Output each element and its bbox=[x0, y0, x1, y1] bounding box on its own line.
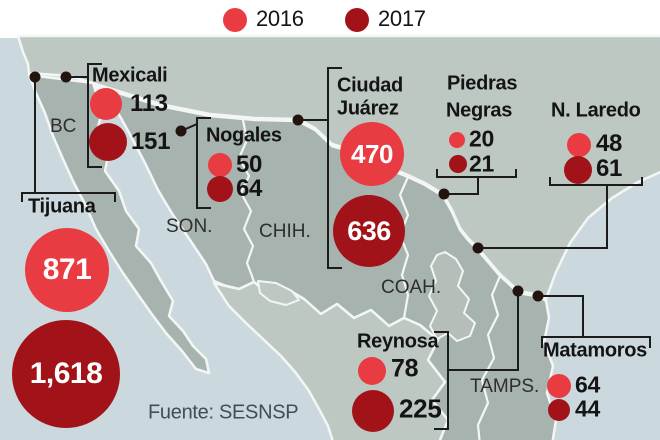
state-label-chih: CHIH. bbox=[259, 221, 311, 242]
tijuana-label: Tijuana bbox=[28, 195, 96, 218]
mexicali-label: Mexicali bbox=[92, 64, 168, 87]
reynosa-2016-value: 78 bbox=[391, 354, 419, 383]
nogales-2017-circle bbox=[207, 176, 233, 202]
nuevo-laredo-2017-value: 61 bbox=[596, 155, 623, 182]
nuevo-laredo-leader bbox=[481, 185, 608, 249]
mexicali-2017-circle bbox=[89, 123, 127, 161]
juarez-dot bbox=[292, 114, 304, 126]
state-label-son: SON. bbox=[166, 216, 213, 237]
nogales-2016-value: 50 bbox=[236, 151, 263, 178]
reynosa-leader bbox=[448, 294, 519, 371]
piedras-negras-leader bbox=[447, 177, 479, 195]
mexicali-2016-circle bbox=[90, 88, 122, 120]
nuevo-laredo-label: N. Laredo bbox=[551, 99, 641, 122]
city-dots bbox=[29, 71, 544, 302]
mexicali-dot bbox=[60, 71, 72, 83]
state-label-coah: COAH. bbox=[381, 277, 442, 298]
piedras-negras-label-line2: Negras bbox=[446, 99, 513, 122]
matamoros-bracket bbox=[541, 336, 651, 348]
nogales-2016-circle bbox=[208, 153, 232, 177]
state-border-lines bbox=[237, 119, 502, 440]
legend-2017-swatch bbox=[345, 8, 369, 32]
reynosa-2017-circle bbox=[352, 390, 394, 432]
nuevo-laredo-2016-circle bbox=[567, 133, 591, 157]
tijuana-bracket bbox=[21, 192, 116, 202]
state-label-bc: BC bbox=[50, 116, 77, 137]
legend-2016-label: 2016 bbox=[256, 6, 304, 31]
legend-2016-swatch bbox=[223, 8, 247, 32]
nuevo-laredo-dot bbox=[472, 242, 484, 254]
juarez-bracket bbox=[327, 67, 342, 269]
matamoros-2016-value: 64 bbox=[575, 371, 600, 398]
juarez-label-line1: Ciudad bbox=[337, 74, 403, 97]
piedras-negras-2016-circle bbox=[449, 132, 465, 148]
matamoros-label: Matamoros bbox=[543, 339, 647, 362]
tijuana-2017-circle: 1,618 bbox=[12, 320, 120, 428]
reynosa-2017-value: 225 bbox=[399, 393, 442, 424]
piedras-negras-2016-value: 20 bbox=[469, 125, 494, 152]
nuevo-laredo-2017-circle bbox=[564, 156, 592, 184]
state-patch bbox=[257, 280, 300, 306]
piedras-negras-bracket bbox=[436, 169, 517, 178]
juarez-label-line2: Juárez bbox=[337, 97, 399, 120]
state-label-tamps: TAMPS. bbox=[470, 376, 540, 397]
juarez-2017-circle: 636 bbox=[333, 195, 405, 267]
juarez-2016-circle: 470 bbox=[340, 122, 404, 186]
nuevo-leon-patch bbox=[428, 251, 476, 342]
mexicali-2016-value: 113 bbox=[130, 90, 168, 117]
nogales-dot bbox=[175, 125, 187, 137]
nuevo-laredo-2016-value: 48 bbox=[596, 130, 623, 157]
nogales-bracket bbox=[196, 117, 211, 209]
tijuana-dot bbox=[29, 71, 41, 83]
matamoros-2017-circle bbox=[548, 399, 570, 421]
nogales-label: Nogales bbox=[206, 124, 282, 147]
reynosa-dot bbox=[512, 285, 524, 297]
nogales-2017-value: 64 bbox=[236, 175, 263, 202]
mexicali-bracket bbox=[87, 63, 102, 168]
matamoros-leader bbox=[541, 295, 584, 337]
piedras-negras-2017-value: 21 bbox=[469, 150, 494, 177]
matamoros-dot bbox=[532, 290, 544, 302]
tijuana-2016-circle: 871 bbox=[25, 228, 109, 312]
matamoros-2017-value: 44 bbox=[575, 395, 600, 422]
matamoros-2016-circle bbox=[547, 374, 571, 398]
piedras-negras-dot bbox=[438, 188, 450, 200]
piedras-negras-2017-circle bbox=[449, 155, 467, 173]
legend-2017-label: 2017 bbox=[378, 6, 426, 31]
source-credit: Fuente: SESNSP bbox=[148, 401, 299, 424]
reynosa-bracket bbox=[434, 331, 449, 430]
nuevo-laredo-bracket bbox=[549, 177, 643, 186]
reynosa-2016-circle bbox=[358, 357, 386, 385]
reynosa-label: Reynosa bbox=[357, 330, 439, 353]
mexicali-2017-value: 151 bbox=[131, 128, 171, 155]
piedras-negras-label-line1: Piedras bbox=[447, 72, 518, 95]
